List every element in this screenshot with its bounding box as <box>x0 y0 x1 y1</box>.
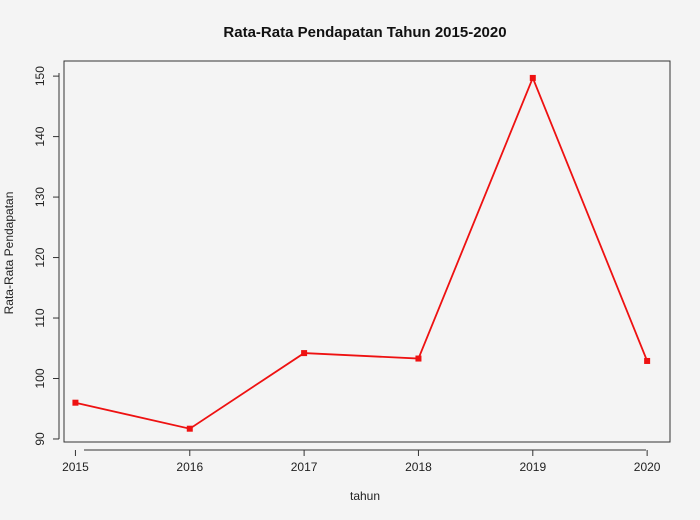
data-point <box>644 357 651 364</box>
x-tick-label: 2020 <box>634 460 661 474</box>
y-axis-ticks: 90 100 110 120 130 140 150 <box>33 66 59 446</box>
data-point <box>72 399 79 406</box>
data-point <box>415 355 422 362</box>
plot-area <box>63 60 671 443</box>
y-tick-label: 90 <box>33 432 47 446</box>
x-tick-label: 2019 <box>519 460 546 474</box>
data-point <box>529 74 536 81</box>
x-axis-label: tahun <box>350 489 380 503</box>
x-tick-label: 2015 <box>62 460 89 474</box>
chart-title: Rata-Rata Pendapatan Tahun 2015-2020 <box>223 24 506 41</box>
y-tick-label: 150 <box>33 66 47 86</box>
y-tick-label: 110 <box>33 308 47 327</box>
x-tick-label: 2017 <box>291 460 318 474</box>
x-tick-label: 2018 <box>405 460 432 474</box>
data-point <box>301 350 308 357</box>
y-tick-label: 100 <box>33 368 47 388</box>
data-point <box>186 425 193 432</box>
series-line <box>75 75 648 430</box>
y-tick-label: 140 <box>33 126 47 146</box>
y-axis-label: Rata-Rata Pendapatan <box>2 192 16 315</box>
x-tick-label: 2016 <box>176 460 203 474</box>
y-tick-label: 130 <box>33 187 47 207</box>
data-series <box>72 74 651 432</box>
y-tick-label: 120 <box>33 247 47 267</box>
x-axis-ticks: 2015 2016 2017 2018 2019 2020 <box>62 450 661 474</box>
